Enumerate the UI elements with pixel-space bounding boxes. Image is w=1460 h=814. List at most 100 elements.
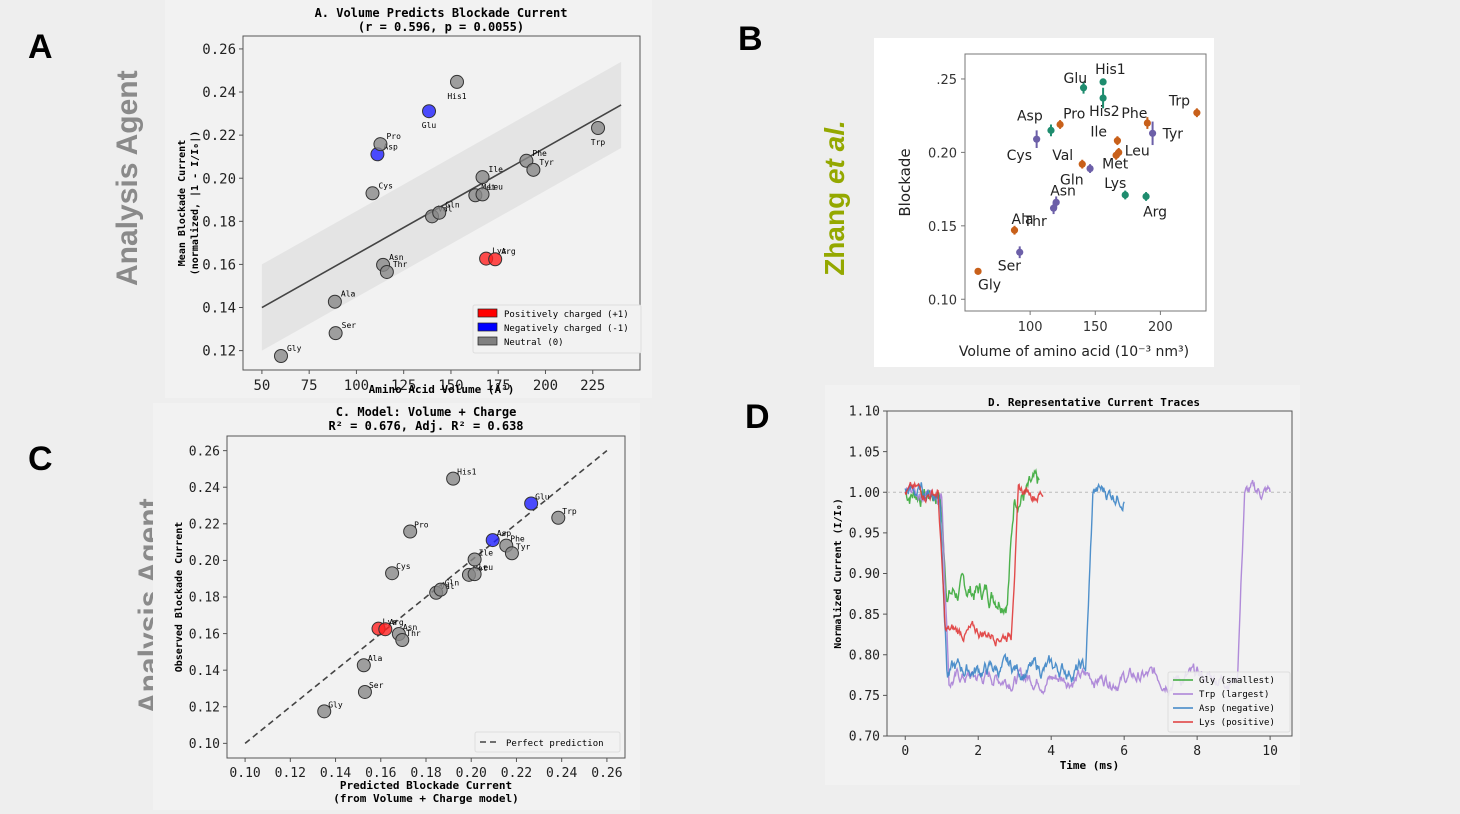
perfect-prediction-line (244, 450, 608, 744)
panel-letter-d: D (745, 398, 770, 436)
x-tick-label: 0.18 (410, 766, 441, 781)
point-label-phe: Phe (532, 149, 547, 158)
data-point-gly (974, 267, 982, 275)
point-label-arg: Arg (501, 247, 516, 256)
legend-label: Negatively charged (-1) (504, 324, 629, 334)
y-tick-label: 0.90 (849, 567, 880, 582)
point-label-lys: Lys (492, 247, 507, 256)
chart-title: A. Volume Predicts Blockade Current (315, 6, 568, 20)
y-tick-label: 0.15 (928, 220, 957, 235)
side-label-et-al: et al. (819, 120, 850, 185)
data-point-ile (467, 552, 482, 567)
point-label-his1: His1 (1095, 62, 1126, 78)
panel-letter-b: B (738, 20, 763, 58)
point-label-asn: Asn (403, 623, 418, 632)
point-label-cys: Cys (396, 562, 411, 571)
x-tick-label: 100 (1018, 320, 1043, 335)
data-point-gly (273, 348, 288, 363)
point-label-asp: Asp (383, 142, 398, 151)
legend-label: Neutral (0) (504, 338, 564, 348)
data-point-tyr (526, 162, 541, 177)
x-tick-label: 200 (533, 378, 558, 394)
legend-box (472, 304, 642, 354)
data-point-his2 (1099, 94, 1107, 102)
point-label-gln: Gln (1060, 173, 1084, 189)
legend-label: Gly (smallest) (1199, 676, 1275, 686)
x-axis-label: Amino Acid Volume (Å³) (369, 383, 515, 396)
point-label-thr: Thr (393, 260, 408, 269)
data-point-ala (356, 658, 371, 673)
data-point-arg (1142, 192, 1150, 201)
data-point-glu (524, 496, 539, 511)
data-point-glu (422, 104, 437, 119)
data-point-pro (403, 524, 418, 539)
x-tick-label: 0.20 (456, 766, 487, 781)
point-label-met: Met (473, 564, 488, 573)
y-tick-label: 0.24 (189, 481, 220, 496)
point-label-asp: Asp (1017, 108, 1043, 124)
data-point-gln (1086, 164, 1094, 173)
y-tick-label: 0.75 (849, 689, 880, 704)
point-label-leu: Leu (1125, 143, 1150, 159)
y-axis-label: Observed Blockade Current (174, 522, 185, 673)
x-tick-label: 0.26 (591, 766, 622, 781)
chart-subtitle: R² = 0.676, Adj. R² = 0.638 (328, 419, 523, 433)
x-tick-label: 8 (1193, 744, 1201, 759)
panel-b-chart: 100 150 200 0.10 0.15 0.20 .25 Gly Ala Ser Cys Asp P… (896, 53, 1207, 360)
data-point-cys (365, 186, 380, 201)
y-tick-label: 0.14 (202, 301, 236, 317)
legend: Gly (smallest) Trp (largest) Asp (negative… (1167, 671, 1291, 733)
panel-a-figure: A. Volume Predicts Blockade Current (r = … (165, 0, 652, 398)
data-point-asp (485, 533, 500, 548)
legend: Positively charged (+1) Negatively charge… (472, 304, 642, 354)
point-label-asn: Asn (1050, 183, 1076, 199)
chart-title: D. Representative Current Traces (988, 396, 1200, 409)
y-tick-label: 0.24 (202, 85, 236, 101)
x-tick-label: 0 (901, 744, 909, 759)
y-tick-label: 0.16 (189, 627, 220, 642)
point-label-val: Val (440, 582, 455, 591)
y-axis-label-line1: Mean Blockade Current (177, 140, 188, 266)
x-axis-label: Volume of amino acid (10⁻³ nm³) (959, 344, 1189, 360)
y-tick-label: 0.80 (849, 648, 880, 663)
trace-asp (904, 482, 1125, 683)
x-tick-label: 200 (1148, 320, 1173, 335)
y-tick-label: 1.10 (849, 405, 880, 420)
x-tick-label: 175 (486, 378, 511, 394)
data-point-ile (475, 170, 490, 185)
x-tick-label: 0.22 (501, 766, 532, 781)
y-tick-label: 0.26 (189, 444, 220, 459)
point-label-asn: Asn (389, 253, 404, 262)
chart-title: C. Model: Volume + Charge (336, 405, 517, 419)
point-label-pro: Pro (386, 132, 401, 141)
point-label-ile: Ile (489, 165, 504, 174)
x-tick-label: 2 (974, 744, 982, 759)
point-label-glu: Glu (422, 121, 437, 130)
legend-box (1167, 671, 1291, 733)
y-tick-label: 0.18 (202, 214, 236, 230)
point-label-ser: Ser (369, 681, 384, 690)
data-point-lys (1121, 191, 1129, 199)
x-tick-label: 0.14 (320, 766, 351, 781)
point-label-val: Val (1052, 148, 1073, 164)
y-tick-label: 1.05 (849, 445, 880, 460)
data-point-tyr (504, 546, 519, 561)
y-tick-label: 0.12 (202, 344, 236, 360)
data-point-tyr (1148, 129, 1157, 137)
data-point-thr (379, 264, 394, 279)
data-point-met (1112, 151, 1120, 159)
data-point-asn (1052, 198, 1060, 206)
data-point-trp (551, 510, 566, 525)
y-tick-label: 0.85 (849, 608, 880, 623)
data-point-arg (378, 622, 393, 637)
point-label-gln: Gln (445, 201, 460, 210)
legend-swatch (477, 322, 498, 332)
data-point-cys (1033, 135, 1041, 143)
legend: Perfect prediction (474, 731, 621, 753)
point-label-tyr: Tyr (516, 542, 531, 551)
y-tick-label: 0.10 (189, 737, 220, 752)
data-point-his1 (446, 471, 461, 486)
legend-label: Asp (negative) (1199, 704, 1275, 714)
legend-label: Positively charged (+1) (504, 310, 629, 320)
point-label-thr: Thr (406, 629, 421, 638)
